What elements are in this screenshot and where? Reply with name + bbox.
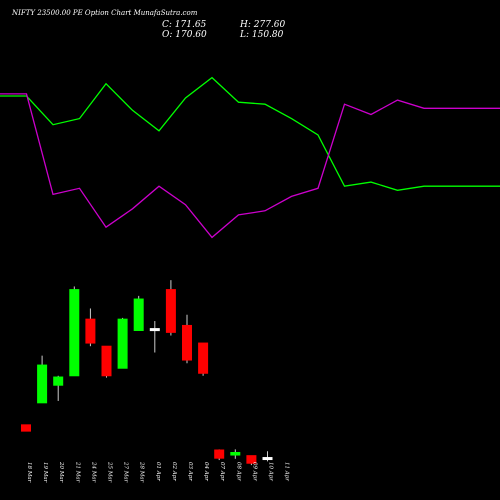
candle-10 <box>165 280 176 336</box>
candle-body <box>69 289 80 377</box>
candle-1 <box>21 424 31 432</box>
candle-12 <box>198 342 209 376</box>
x-tick-label: 24 Mar <box>90 461 96 483</box>
x-tick-label: 27 Mar <box>123 461 129 483</box>
indicator-lines <box>0 76 500 239</box>
x-tick-label: 01 Apr <box>155 462 161 481</box>
candle-14 <box>230 449 241 459</box>
x-tick-label: 04 Apr <box>203 462 209 481</box>
x-tick-label: 25 Mar <box>107 461 113 483</box>
x-tick-label: 19 Mar <box>42 462 48 483</box>
candle-16 <box>262 451 273 462</box>
candle-body <box>133 298 144 331</box>
x-tick-label: 07 Apr <box>219 462 225 481</box>
x-tick-label: 28 Mar <box>139 461 145 483</box>
x-tick-label: 08 Apr <box>235 462 241 481</box>
series-line-2 <box>0 93 500 239</box>
candle-body <box>214 449 225 459</box>
candle-body <box>182 324 192 361</box>
x-tick-label: 02 Apr <box>171 462 177 481</box>
candle-2 <box>37 355 48 404</box>
candle-body <box>37 364 48 404</box>
candle-13 <box>214 449 225 461</box>
candle-15 <box>246 455 257 466</box>
x-tick-label: 03 Apr <box>187 462 193 481</box>
candlesticks <box>21 280 273 466</box>
low-readout: L: 150.80 <box>239 30 284 40</box>
candle-11 <box>182 314 192 364</box>
x-tick-label: 09 Apr <box>251 462 257 481</box>
candle-body <box>165 289 176 333</box>
candle-5 <box>85 308 96 347</box>
high-readout: H: 277.60 <box>239 20 286 30</box>
x-tick-label: 18 Mar <box>26 462 32 483</box>
candle-body <box>230 452 241 456</box>
candle-body <box>198 342 209 374</box>
x-tick-label: 11 Apr <box>284 462 290 481</box>
series-line-1 <box>0 76 500 191</box>
candle-3 <box>53 375 64 401</box>
candle-7 <box>117 317 128 369</box>
candle-body <box>246 455 257 464</box>
x-axis-ticks: 18 Mar 19 Mar 20 Mar 21 Mar 24 Mar 25 Mar 27 M… <box>26 461 290 483</box>
x-tick-label: 10 Apr <box>268 462 274 481</box>
candle-body <box>149 328 160 332</box>
candle-body <box>117 318 128 369</box>
candle-9 <box>149 321 160 353</box>
open-readout: O: 170.60 <box>162 30 207 40</box>
candle-body <box>21 424 31 432</box>
x-tick-label: 21 Mar <box>74 461 80 483</box>
chart-title: NIFTY 23500.00 PE Option Chart MunafaSut… <box>11 9 198 17</box>
candle-body <box>85 318 96 344</box>
candle-4 <box>69 286 80 377</box>
candle-body <box>53 376 64 386</box>
candle-body <box>101 345 112 377</box>
candle-6 <box>101 345 112 378</box>
close-readout: C: 171.65 <box>162 20 207 30</box>
candle-body <box>262 457 273 461</box>
candle-8 <box>133 295 144 331</box>
x-tick-label: 20 Mar <box>58 461 64 483</box>
